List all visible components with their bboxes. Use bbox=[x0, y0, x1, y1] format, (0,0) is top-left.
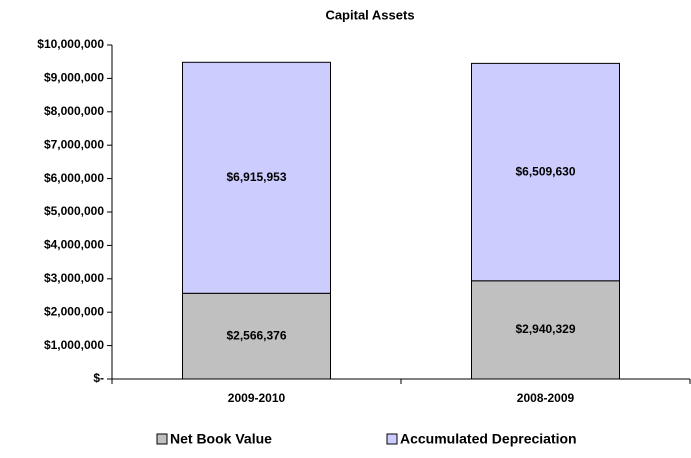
bar-segment bbox=[471, 280, 620, 380]
y-tick-label: $4,000,000 bbox=[44, 238, 104, 252]
legend-swatch bbox=[386, 433, 398, 445]
y-tick-label: $8,000,000 bbox=[44, 104, 104, 118]
legend-label: Net Book Value bbox=[170, 431, 272, 447]
y-tick-label: $1,000,000 bbox=[44, 338, 104, 352]
y-tick-label: $7,000,000 bbox=[44, 137, 104, 151]
y-tick-label: $2,000,000 bbox=[44, 304, 104, 318]
data-label: $6,915,953 bbox=[226, 170, 286, 184]
bar-segment bbox=[471, 62, 620, 282]
y-tick-label: $- bbox=[93, 371, 104, 385]
y-tick-label: $5,000,000 bbox=[44, 204, 104, 218]
y-tick-label: $9,000,000 bbox=[44, 71, 104, 85]
y-tick-label: $10,000,000 bbox=[37, 37, 104, 51]
data-label: $2,566,376 bbox=[226, 328, 286, 342]
chart-title: Capital Assets bbox=[325, 7, 414, 22]
legend-swatch bbox=[156, 433, 168, 445]
y-tick-label: $3,000,000 bbox=[44, 271, 104, 285]
y-tick-label: $6,000,000 bbox=[44, 171, 104, 185]
data-label: $6,509,630 bbox=[515, 164, 575, 178]
data-label: $2,940,329 bbox=[515, 322, 575, 336]
legend-label: Accumulated Depreciation bbox=[400, 431, 577, 447]
x-tick-label: 2008-2009 bbox=[517, 391, 575, 405]
x-tick-label: 2009-2010 bbox=[228, 391, 286, 405]
bar-segment bbox=[182, 61, 331, 294]
bar-segment bbox=[182, 292, 331, 380]
